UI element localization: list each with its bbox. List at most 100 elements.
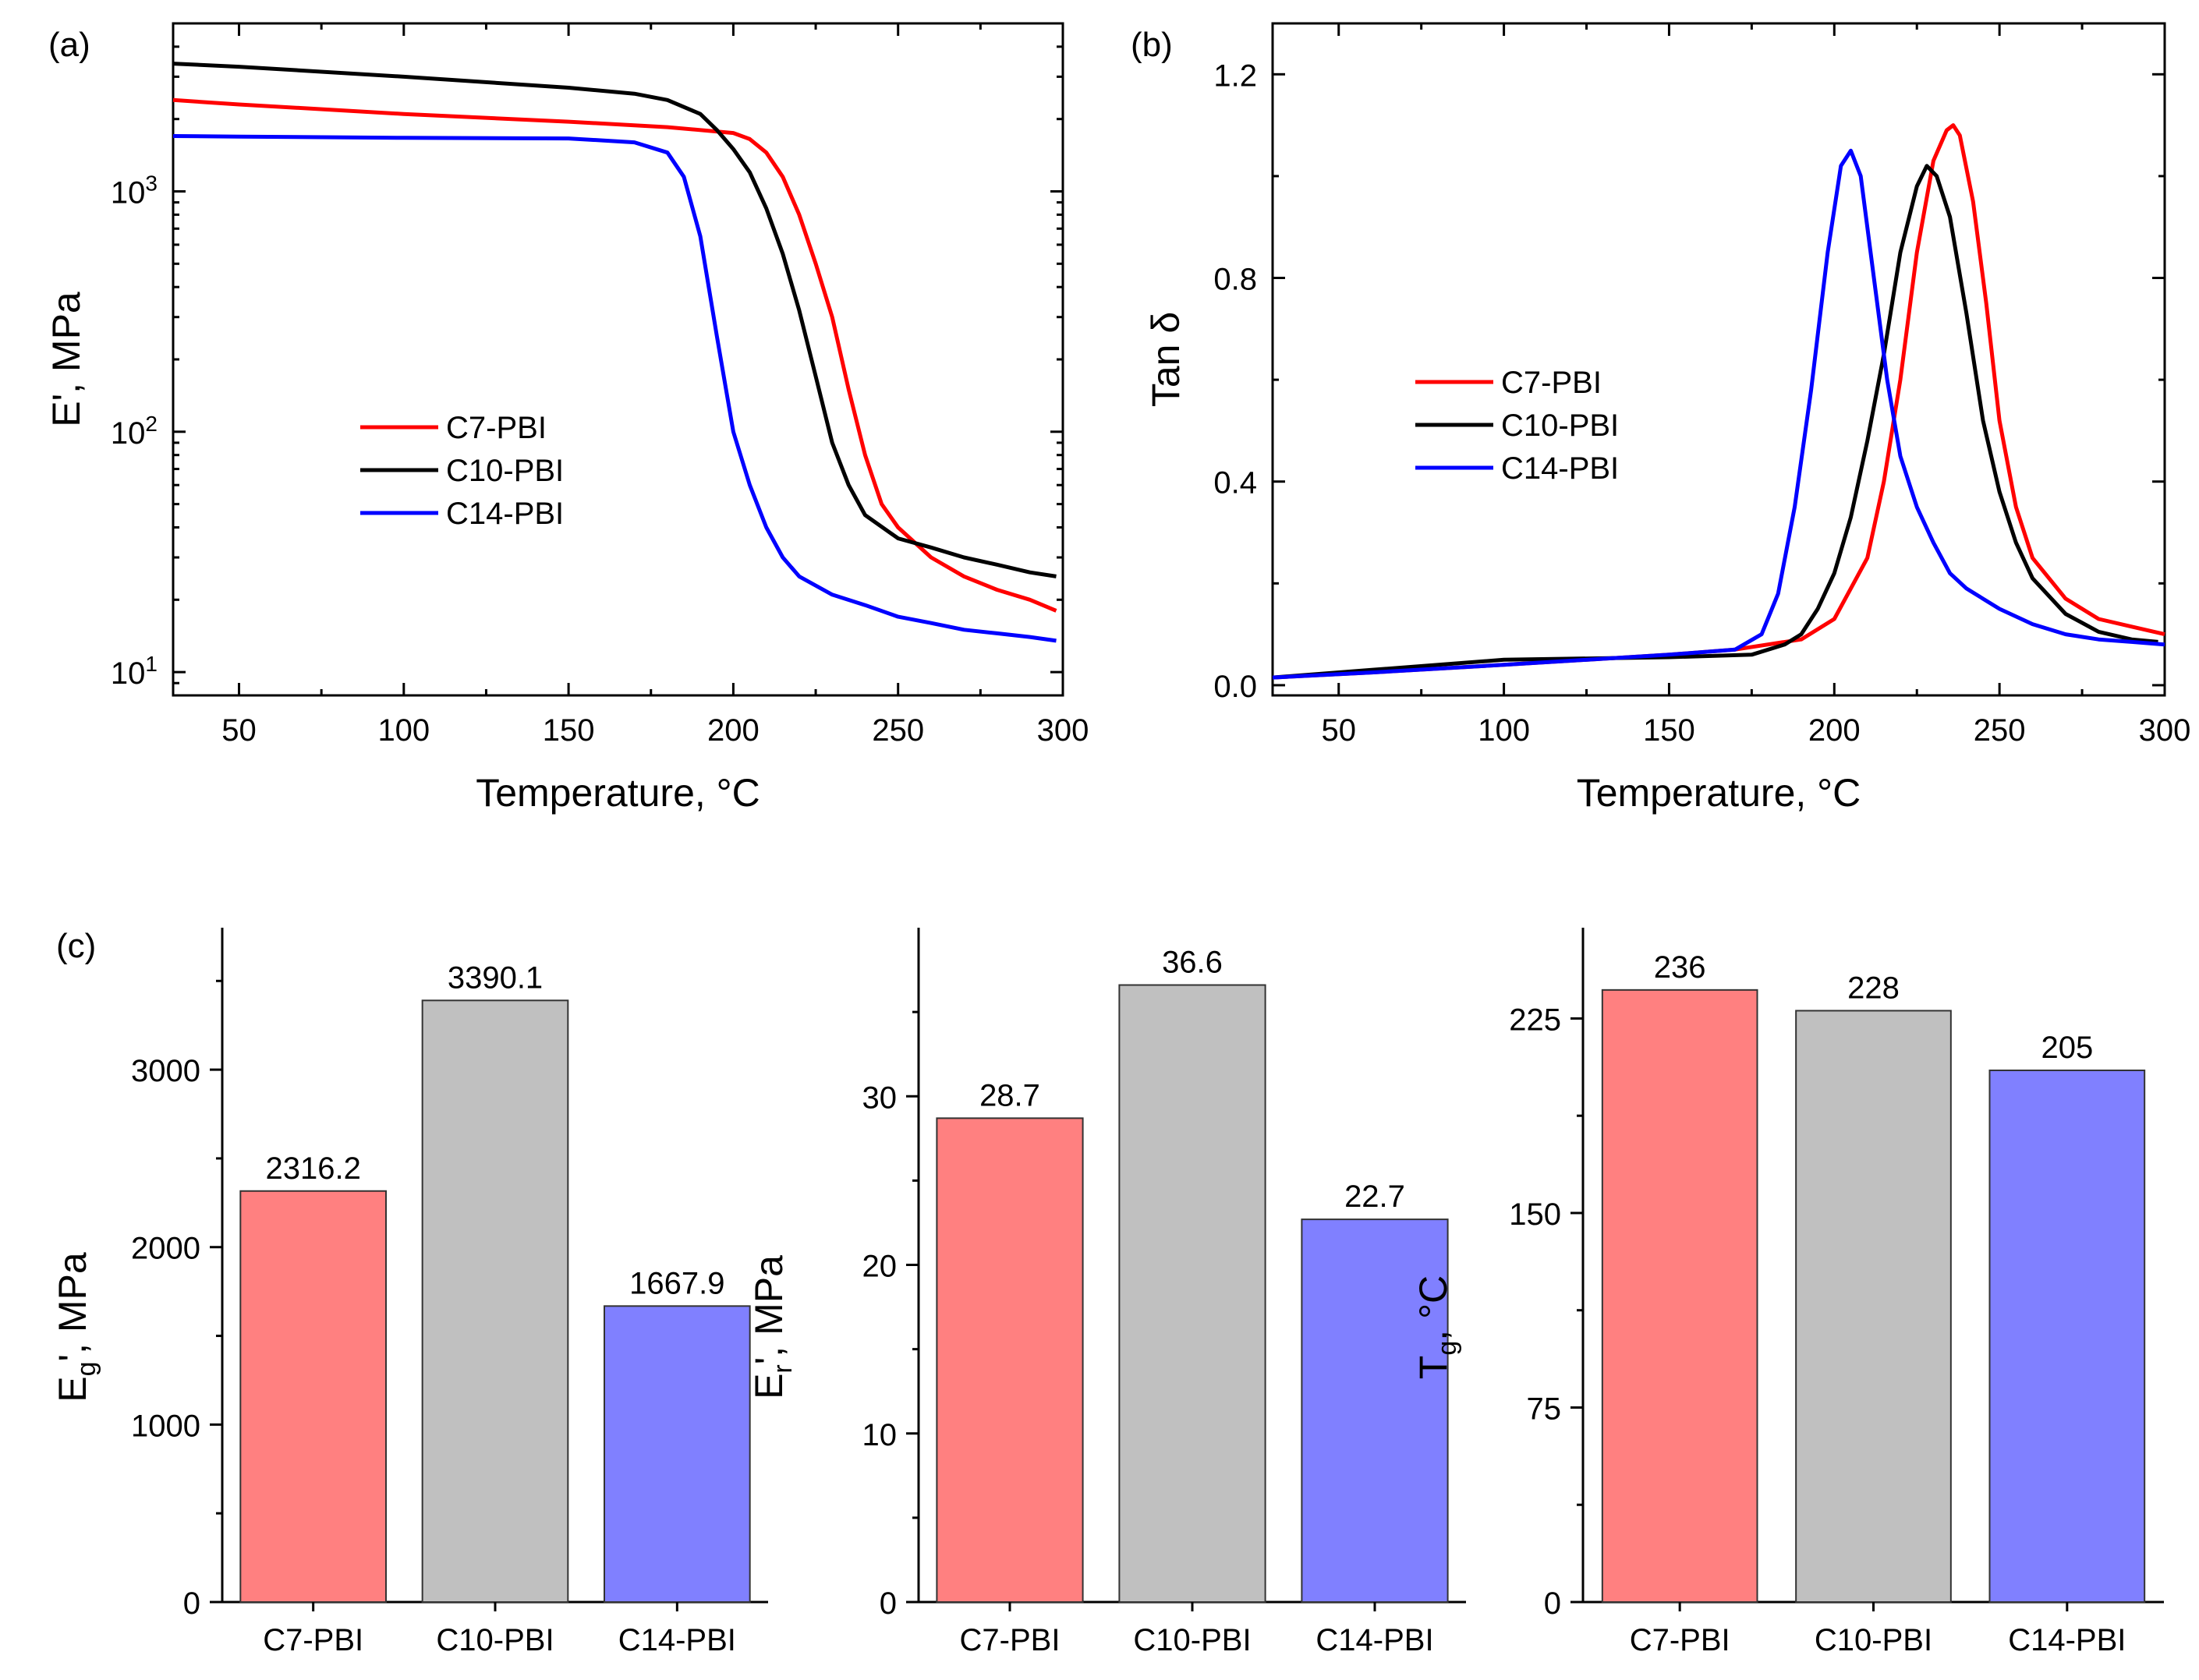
panel-label-c: (c) [56, 927, 96, 965]
chart-c1: 0 1000 2000 3000 2316.2 C7-PBI 3390.1 C10-PBI 16… [51, 928, 768, 1657]
x-axis-title: Temperature, °C [1577, 771, 1861, 815]
y-tick-label: 103 [111, 172, 158, 210]
series-line-c10-pbi [1272, 164, 2158, 680]
legend-label-c10-pbi: C10-PBI [446, 454, 564, 488]
y-tick-label: 2000 [131, 1232, 200, 1266]
y-axis-title-main: E [747, 1374, 791, 1399]
y-axis-title-rest: ', MPa [51, 1252, 94, 1361]
category-label: C14-PBI [1316, 1623, 1433, 1657]
bar-c10-pbi [421, 999, 569, 1603]
y-tick-label: 1000 [131, 1409, 200, 1443]
bar-value-label: 36.6 [1162, 946, 1223, 980]
y-axis-title-sub: g [1432, 1341, 1462, 1356]
y-tick-label: 1.2 [1213, 58, 1257, 93]
bar-c7-pbi [1601, 989, 1758, 1604]
x-tick-label: 150 [1643, 713, 1695, 748]
bar-c7-pbi [936, 1117, 1084, 1604]
y-axis-title-sub: r [768, 1364, 798, 1373]
category-label: C10-PBI [1815, 1623, 1932, 1657]
legend-label-c14-pbi: C14-PBI [1501, 451, 1619, 486]
series-line-c14-pbi [1272, 148, 2165, 680]
x-tick-label: 50 [221, 713, 257, 748]
y-axis-title: Tg, °C [1411, 1275, 1462, 1379]
category-label: C7-PBI [263, 1623, 363, 1657]
x-tick-label: 150 [543, 713, 595, 748]
x-tick-label: 100 [377, 713, 430, 748]
x-tick-label: 100 [1478, 713, 1530, 748]
x-axis-title: Temperature, °C [476, 771, 760, 815]
bar-c14-pbi [604, 1305, 751, 1603]
legend-label-c10-pbi: C10-PBI [1501, 409, 1619, 443]
y-tick-label: 0.0 [1213, 670, 1257, 704]
y-tick-label: 30 [862, 1081, 898, 1115]
y-axis-title-sub: g [72, 1361, 101, 1376]
y-tick-label: 225 [1509, 1003, 1561, 1037]
y-tick-base: 10 [111, 176, 146, 210]
category-label: C14-PBI [2008, 1623, 2126, 1657]
series-line-c7-pbi [172, 97, 1057, 613]
category-label: C10-PBI [436, 1623, 554, 1657]
bar-c10-pbi [1795, 1010, 1952, 1603]
plot-frame [1271, 22, 2166, 697]
y-axis-title: Eg', MPa [51, 1252, 101, 1402]
panel-label-a: (a) [48, 26, 90, 64]
y-axis-title: Er', MPa [747, 1255, 798, 1399]
bar-value-label: 2316.2 [265, 1151, 360, 1186]
y-tick-label: 102 [111, 412, 158, 451]
y-axis-title-main: T [1411, 1356, 1455, 1380]
panel-label-b: (b) [1131, 26, 1173, 64]
x-tick-label: 250 [1974, 713, 2026, 748]
chart-c3: 0 75 150 225 236 C7-PBI 228 C10-PBI 205 C14-PBI Tg… [1411, 928, 2164, 1657]
y-tick-exp: 2 [145, 412, 158, 436]
legend-label-c7-pbi: C7-PBI [446, 411, 547, 445]
x-tick-label: 300 [2139, 713, 2191, 748]
y-axis-title-main: E [51, 1376, 94, 1402]
y-tick-label: 150 [1509, 1197, 1561, 1232]
chart-c2: 0 10 20 30 28.7 C7-PBI 36.6 C10-PBI 22.7 C14-PBI E… [747, 928, 1466, 1657]
category-label: C7-PBI [960, 1623, 1061, 1657]
bar-value-label: 22.7 [1344, 1180, 1405, 1214]
category-label: C10-PBI [1133, 1623, 1251, 1657]
bar-value-label: 3390.1 [448, 960, 543, 995]
chart-b: 50 100 150 200 250 300 0.0 0.4 0.8 1.2 Temperature… [1144, 22, 2191, 815]
y-tick-base: 10 [111, 656, 146, 691]
y-tick-label: 0 [1544, 1586, 1561, 1621]
y-tick-label: 20 [862, 1250, 898, 1284]
y-tick-exp: 3 [145, 172, 158, 196]
y-axis-title: Tan δ [1144, 312, 1188, 407]
y-tick-label: 3000 [131, 1054, 200, 1088]
bar-value-label: 205 [2041, 1031, 2093, 1065]
y-tick-label: 101 [111, 652, 158, 691]
y-axis-title-rest: , °C [1411, 1275, 1455, 1341]
bar-value-label: 1667.9 [629, 1266, 724, 1300]
y-tick-label: 0.4 [1213, 466, 1257, 500]
y-tick-exp: 1 [145, 652, 158, 676]
series-line-c10-pbi [172, 62, 1057, 578]
x-tick-label: 200 [707, 713, 760, 748]
bar-c10-pbi [1118, 984, 1266, 1603]
x-tick-label: 300 [1037, 713, 1089, 748]
series-line-c14-pbi [172, 134, 1057, 643]
y-tick-label: 0 [183, 1586, 200, 1621]
y-tick-label: 10 [862, 1418, 898, 1452]
x-tick-label: 50 [1321, 713, 1356, 748]
legend-label-c7-pbi: C7-PBI [1501, 366, 1602, 400]
category-label: C7-PBI [1630, 1623, 1730, 1657]
y-axis-title-rest: ', MPa [747, 1255, 791, 1364]
bar-value-label: 236 [1654, 950, 1706, 985]
x-tick-label: 200 [1808, 713, 1861, 748]
category-label: C14-PBI [618, 1623, 736, 1657]
y-axis-title: E', MPa [44, 292, 88, 427]
bar-value-label: 28.7 [979, 1078, 1040, 1112]
y-tick-base: 10 [111, 416, 146, 451]
bar-value-label: 228 [1847, 971, 1900, 1005]
x-tick-label: 250 [872, 713, 924, 748]
bar-c14-pbi [1988, 1069, 2146, 1603]
y-tick-label: 0 [880, 1586, 897, 1621]
y-tick-label: 75 [1527, 1392, 1562, 1426]
legend-label-c14-pbi: C14-PBI [446, 497, 564, 531]
y-tick-label: 0.8 [1213, 263, 1257, 297]
bar-c7-pbi [239, 1190, 388, 1603]
